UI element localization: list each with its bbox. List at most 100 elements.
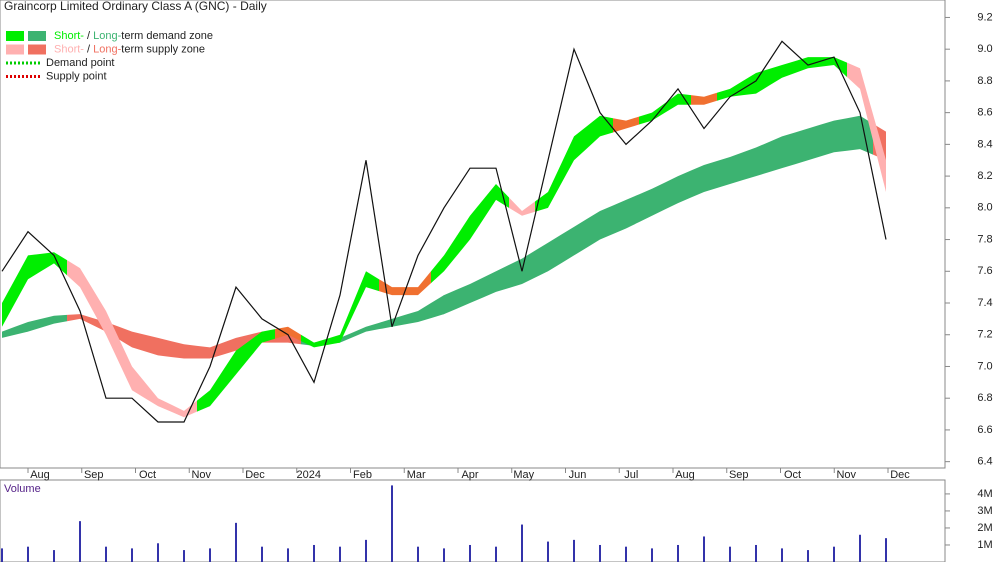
zone-segment — [821, 57, 847, 77]
x-tick-label: Sep — [729, 469, 749, 481]
zone-segment — [535, 164, 561, 212]
zone-segment — [691, 161, 717, 198]
zone-segment — [743, 141, 769, 181]
volume-bar — [53, 550, 55, 562]
zone-segment — [431, 289, 457, 319]
legend-part: Short- — [54, 43, 84, 55]
zone-segment — [171, 341, 197, 359]
x-tick-label: 2024 — [297, 469, 321, 481]
zone-segment — [197, 370, 223, 412]
volume-bar — [339, 546, 341, 562]
zone-segment — [769, 61, 795, 86]
legend-part: term demand zone — [121, 30, 213, 42]
price-line — [1, 40, 887, 423]
legend-part: / — [84, 30, 93, 42]
volume-tick-label: 4M — [977, 488, 992, 500]
zone-segment — [483, 264, 509, 298]
zone-segment — [743, 69, 769, 96]
zone-segment — [535, 234, 561, 278]
volume-bar — [365, 539, 367, 562]
volume-bar — [391, 485, 393, 562]
zone-segment — [821, 118, 847, 157]
zone-segment — [119, 338, 145, 399]
zone-segment — [2, 326, 15, 338]
zone-segment — [145, 334, 171, 357]
zone-segment — [119, 326, 145, 352]
volume-bar — [495, 546, 497, 562]
volume-bar — [833, 546, 835, 562]
x-tick-label: Dec — [890, 469, 910, 481]
x-tick-label: May — [513, 469, 534, 481]
volume-bar — [703, 536, 705, 562]
zone-segment — [93, 289, 119, 363]
y-tick-label: 7.0 — [977, 360, 992, 372]
volume-bar — [651, 548, 653, 562]
zone-segment — [795, 124, 821, 165]
legend-part: Demand point — [46, 57, 115, 69]
zone-segment — [509, 197, 535, 216]
volume-bar — [1, 548, 3, 562]
volume-bar — [729, 546, 731, 562]
zone-segment — [717, 80, 743, 101]
x-tick-label: Aug — [675, 469, 695, 481]
x-tick-label: Jun — [569, 469, 587, 481]
volume-bar — [677, 544, 679, 562]
volume-bar — [261, 546, 263, 562]
volume-label: Volume — [4, 483, 41, 495]
volume-bar — [131, 548, 133, 562]
zone-segment — [847, 62, 873, 141]
legend-part: / — [84, 43, 93, 55]
x-tick-label: Oct — [139, 469, 156, 481]
volume-bar — [807, 550, 809, 562]
volume-bar — [599, 544, 601, 562]
volume-bar — [79, 521, 81, 562]
zone-segment — [457, 199, 483, 256]
volume-bar — [209, 548, 211, 562]
y-tick-label: 6.8 — [977, 392, 992, 404]
zone-segment — [353, 322, 379, 338]
volume-tick-label: 3M — [977, 505, 992, 517]
legend-label: Short- / Long-term demand zone — [54, 30, 213, 42]
y-tick-label: 6.4 — [977, 456, 992, 468]
zone-segment — [639, 182, 665, 223]
zone-segment — [717, 152, 743, 188]
legend-label: Supply point — [46, 70, 107, 82]
volume-bar — [313, 544, 315, 562]
y-tick-label: 8.2 — [977, 170, 992, 182]
volume-bar — [443, 548, 445, 562]
volume-bar — [573, 539, 575, 562]
volume-frame — [0, 479, 946, 562]
zone-segment — [223, 334, 249, 355]
zone-segment — [15, 253, 41, 304]
volume-bar — [781, 548, 783, 562]
zone-segment — [327, 303, 353, 346]
chart-title: Graincorp Limited Ordinary Class A (GNC)… — [4, 0, 267, 13]
legend-part: Short- — [54, 30, 84, 42]
legend-swatch — [28, 44, 46, 55]
zone-segment — [67, 260, 93, 311]
zone-segment — [145, 382, 171, 412]
volume-bar — [105, 546, 107, 562]
zone-segment — [561, 218, 587, 264]
volume-bar — [235, 522, 237, 562]
legend-swatch — [28, 31, 46, 41]
zone-segment — [2, 279, 15, 327]
y-tick-label: 6.6 — [977, 424, 992, 436]
y-tick-label: 7.4 — [977, 297, 992, 309]
legend-part: Long- — [93, 43, 121, 55]
zone-segment — [41, 314, 67, 328]
zone-segment — [613, 194, 639, 234]
y-tick-label: 8.0 — [977, 202, 992, 214]
zone-segment — [587, 205, 613, 248]
zone-segment — [431, 235, 457, 284]
x-tick-label: Mar — [407, 469, 426, 481]
zone-segment — [15, 318, 41, 335]
legend-label: Short- / Long-term supply zone — [54, 43, 205, 55]
x-tick-label: Nov — [191, 469, 211, 481]
y-tick-label: 7.6 — [977, 265, 992, 277]
zone-segment — [249, 329, 275, 359]
zone-segment — [639, 103, 665, 125]
zone-segment — [405, 271, 431, 296]
zone-segment — [613, 116, 639, 133]
